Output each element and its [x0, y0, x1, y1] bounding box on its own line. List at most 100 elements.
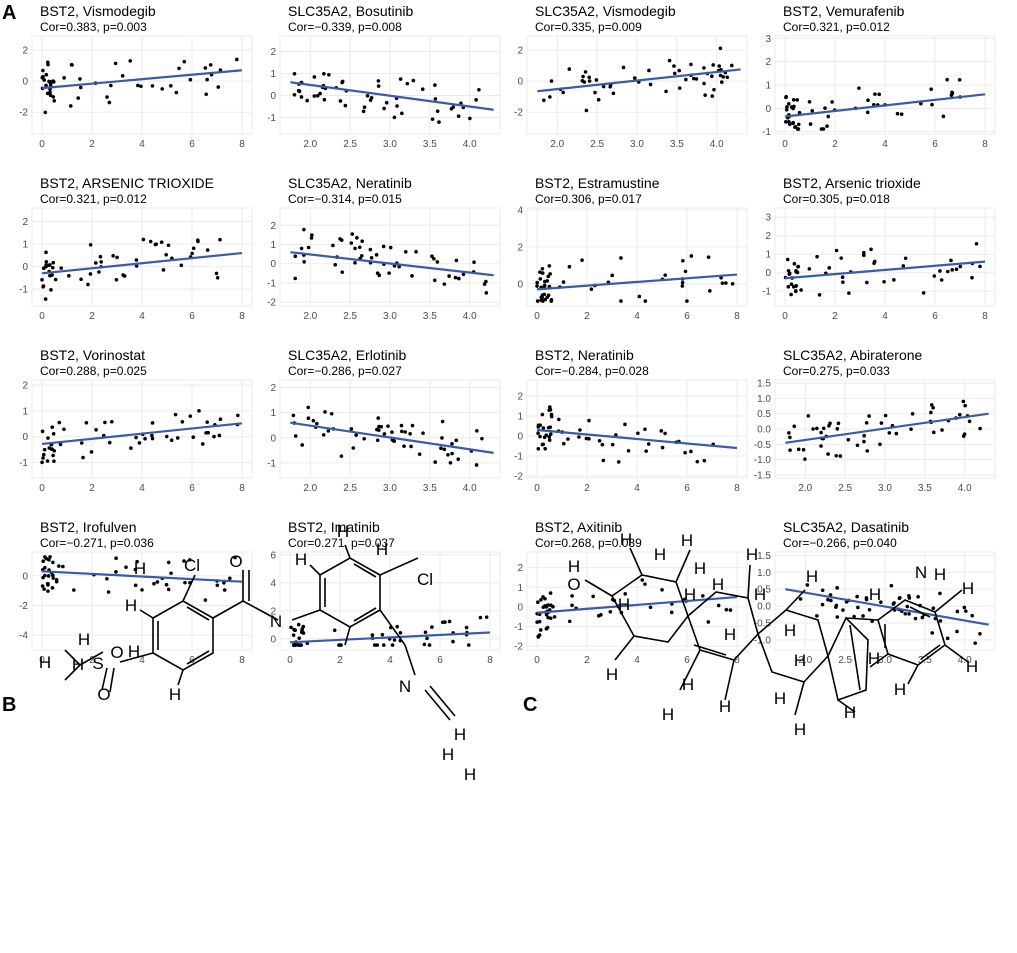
x-tick-label: 2.0: [303, 483, 317, 494]
data-point: [835, 586, 839, 590]
data-point: [786, 284, 791, 289]
data-point: [940, 428, 944, 432]
y-tick-label: -2: [514, 642, 523, 653]
data-point: [474, 97, 478, 102]
data-point: [323, 410, 327, 414]
data-point: [724, 281, 728, 285]
mol-c-bond: [934, 589, 963, 613]
data-point: [164, 253, 168, 257]
data-point: [417, 452, 422, 456]
data-point: [464, 625, 469, 630]
data-point: [811, 427, 815, 431]
data-point: [835, 615, 840, 619]
trend-line: [290, 81, 494, 111]
trend-line: [41, 69, 243, 90]
atom-label: H: [794, 720, 806, 739]
data-point: [322, 97, 327, 102]
data-point: [561, 280, 566, 284]
trend-line: [785, 412, 989, 444]
y-tick-label: 2: [270, 47, 276, 58]
data-point: [792, 261, 797, 266]
atom-label: H: [712, 575, 724, 594]
data-point: [402, 444, 406, 448]
data-point: [200, 442, 205, 446]
data-point: [315, 93, 320, 98]
data-point: [59, 266, 64, 270]
data-point: [788, 435, 792, 440]
data-point: [190, 251, 194, 256]
data-point: [48, 555, 52, 559]
data-point: [623, 422, 627, 427]
atom-label: H: [454, 725, 466, 744]
y-tick-label: 0: [765, 268, 771, 279]
data-point: [587, 75, 592, 80]
x-tick-label: 0: [534, 483, 540, 494]
data-point: [52, 449, 57, 453]
data-point: [173, 412, 178, 417]
data-point: [111, 253, 115, 258]
data-point: [42, 447, 47, 452]
data-point: [205, 420, 209, 424]
x-tick-label: 2: [337, 655, 343, 666]
data-point: [164, 434, 169, 439]
data-point: [710, 74, 714, 78]
data-point: [829, 598, 833, 603]
data-point: [974, 241, 979, 246]
x-tick-label: 2.0: [798, 483, 812, 494]
data-point: [380, 632, 385, 637]
data-point: [58, 442, 63, 447]
x-tick-label: 0: [782, 311, 788, 322]
data-point: [40, 584, 45, 588]
data-point: [546, 425, 551, 430]
x-tick-label: 4.0: [463, 483, 477, 494]
data-point: [61, 564, 65, 569]
x-tick-label: 4.0: [710, 139, 724, 150]
data-point: [567, 264, 572, 269]
data-point: [403, 249, 408, 254]
data-point: [166, 587, 171, 592]
data-point: [570, 594, 574, 598]
atom-label: H: [337, 522, 349, 541]
data-point: [721, 75, 726, 79]
y-tick-label: 0: [22, 77, 28, 88]
data-point: [448, 460, 453, 465]
data-point: [291, 413, 296, 418]
x-tick-label: 6: [189, 483, 195, 494]
data-point: [41, 284, 46, 288]
data-point: [830, 100, 834, 104]
data-point: [807, 267, 812, 271]
x-tick-label: 2: [89, 139, 95, 150]
data-point: [484, 291, 489, 295]
data-point: [222, 588, 227, 592]
data-point: [805, 583, 810, 587]
x-tick-label: 2: [89, 483, 95, 494]
data-point: [669, 610, 674, 615]
data-point: [577, 435, 581, 439]
y-tick-label: 4: [270, 578, 276, 589]
x-tick-label: 0: [287, 655, 293, 666]
y-tick-label: -1: [19, 458, 28, 469]
data-point: [970, 613, 975, 618]
data-point: [292, 92, 297, 97]
data-point: [222, 581, 226, 585]
data-point: [957, 77, 962, 82]
data-point: [447, 274, 451, 278]
y-tick-label: 0: [22, 262, 28, 273]
plot-subtitle: Cor=0.271, p=0.037: [288, 536, 395, 550]
plot-title: BST2, Neratinib: [535, 347, 634, 363]
x-tick-label: 2.5: [343, 311, 357, 322]
mol-b-bond: [429, 685, 456, 717]
data-point: [376, 416, 381, 420]
data-point: [786, 268, 791, 273]
data-point: [689, 254, 694, 258]
mol-b-bond: [344, 544, 351, 559]
trend-line: [289, 631, 491, 644]
data-point: [47, 558, 51, 562]
data-point: [381, 643, 386, 647]
x-tick-label: 8: [982, 139, 988, 150]
data-point: [297, 636, 302, 640]
